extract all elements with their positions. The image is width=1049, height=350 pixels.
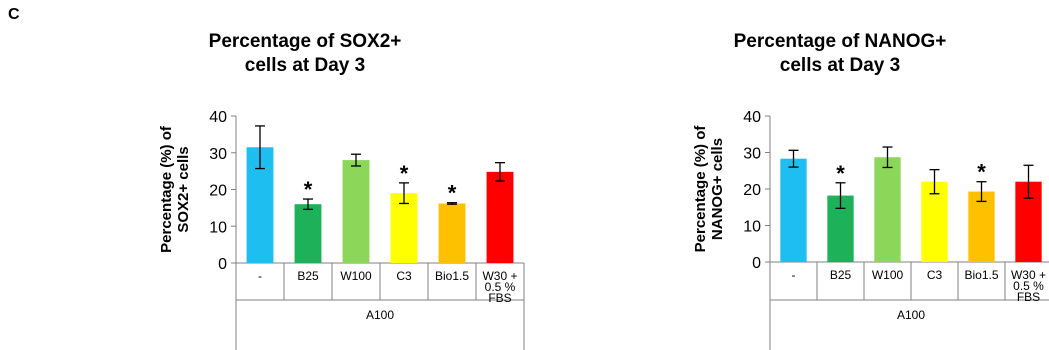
- significance-marker: *: [400, 161, 409, 186]
- bar: [438, 203, 466, 263]
- chart-title-line2: cells at Day 3: [779, 55, 901, 76]
- chart-title: Percentage of NANOG+ cells at Day 3: [700, 30, 980, 78]
- category-label: W30 +0.5 % FBS: [1011, 268, 1046, 304]
- bar: [390, 193, 418, 263]
- y-axis-label: Percentage (%) ofNANOG+ cells: [692, 125, 726, 253]
- category-label-line: Bio1.5: [435, 269, 469, 283]
- category-label: -: [258, 269, 262, 283]
- y-tick-label: 10: [743, 219, 761, 236]
- chart-title-line1: Percentage of NANOG+: [733, 31, 947, 52]
- chart-title-line2: cells at Day 3: [244, 55, 366, 76]
- bar: [874, 157, 901, 262]
- category-label-line: C3: [927, 268, 943, 282]
- y-tick-label: 40: [209, 109, 227, 126]
- bar: [780, 158, 807, 262]
- category-label: B25: [297, 269, 319, 283]
- category-label-line: C3: [396, 269, 412, 283]
- y-tick-label: 20: [209, 183, 227, 200]
- category-label: Bio1.5: [435, 269, 469, 283]
- category-label-line: W30 +: [482, 269, 517, 283]
- significance-marker: *: [448, 181, 457, 206]
- y-tick-label: 20: [743, 182, 761, 199]
- category-label-line: FBS: [1017, 290, 1040, 304]
- y-axis-label: Percentage (%) ofSOX2+ cells: [158, 125, 192, 253]
- category-label: W100: [340, 269, 372, 283]
- bar: [968, 191, 995, 262]
- y-axis-label-line1: Percentage (%) of: [692, 125, 709, 253]
- category-label-line: W30 +: [1011, 268, 1046, 282]
- sox2-chart: Percentage of SOX2+ cells at Day 3 0 10 20…: [0, 0, 525, 350]
- category-label-line: -: [792, 268, 796, 282]
- group-label: A100: [366, 308, 394, 322]
- y-tick-label: 0: [218, 256, 227, 273]
- bar: [921, 181, 948, 262]
- significance-marker: *: [304, 177, 313, 202]
- chart-title: Percentage of SOX2+ cells at Day 3: [165, 30, 445, 78]
- bar: [486, 171, 514, 263]
- y-tick-label: 40: [743, 109, 761, 126]
- bar: [342, 160, 370, 263]
- y-tick-label: 0: [752, 255, 761, 272]
- category-label-line: W100: [872, 268, 904, 282]
- category-label: W30 +0.5 % FBS: [482, 269, 517, 305]
- y-tick-label: 10: [209, 219, 227, 236]
- y-tick-label: 30: [743, 146, 761, 163]
- category-label: C3: [396, 269, 412, 283]
- group-label: A100: [897, 308, 925, 322]
- y-axis-label-line1: Percentage (%) of: [158, 125, 175, 253]
- y-tick-label: 30: [209, 146, 227, 163]
- category-label: Bio1.5: [964, 268, 998, 282]
- category-label: B25: [830, 268, 852, 282]
- significance-marker: *: [977, 160, 986, 185]
- category-label-line: B25: [830, 268, 852, 282]
- category-label-line: W100: [340, 269, 372, 283]
- category-label: W100: [872, 268, 904, 282]
- sox2-chart-plot: 0 10 20 30 40 Percentage (%) ofSOX2+ cells A10…: [158, 109, 525, 350]
- panel-label: C: [8, 6, 20, 23]
- category-label-line: Bio1.5: [964, 268, 998, 282]
- bar: [294, 204, 322, 263]
- category-label: -: [792, 268, 796, 282]
- y-axis-label-line2: NANOG+ cells: [709, 138, 726, 240]
- category-label-line: -: [258, 269, 262, 283]
- category-label-line: 0.5 %: [1013, 279, 1044, 293]
- chart-title-line1: Percentage of SOX2+: [208, 31, 402, 52]
- category-label-line: 0.5 %: [485, 280, 516, 294]
- significance-marker: *: [836, 161, 845, 186]
- category-label-line: B25: [297, 269, 319, 283]
- y-axis-label-line2: SOX2+ cells: [175, 146, 192, 232]
- category-label: C3: [927, 268, 943, 282]
- category-label-line: FBS: [488, 291, 511, 305]
